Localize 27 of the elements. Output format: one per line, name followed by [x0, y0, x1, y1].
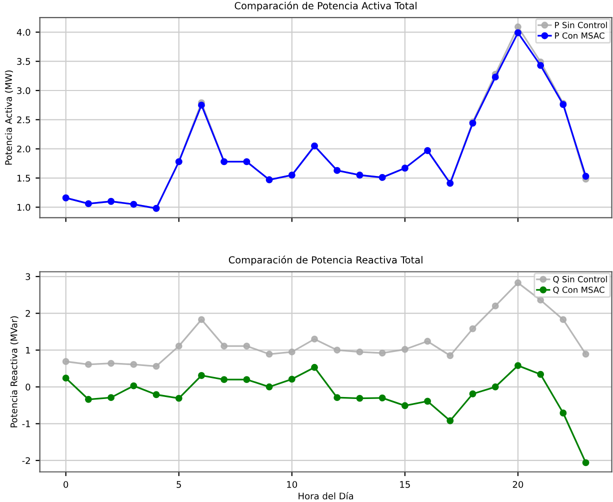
y-tick-label: 1.5	[17, 174, 30, 182]
y-tick-label: 1	[26, 346, 30, 354]
legend-label: Q Sin Control	[553, 276, 607, 284]
y-tick-label: 4.0	[16, 28, 30, 36]
y-tick-label: 3	[26, 273, 30, 280]
y-axis-title: Potencia Activa (MW)	[4, 70, 13, 165]
x-tick-label: 0	[64, 481, 68, 488]
x-axis-title: Hora del Día	[298, 492, 354, 500]
chart-title: Comparación de Potencia Reactiva Total	[228, 256, 422, 266]
legend-label: P Con MSAC	[555, 32, 604, 39]
y-tick-label: -2	[22, 457, 30, 464]
y-tick-label: 2.5	[17, 116, 30, 124]
chart-title: Comparación de Potencia Activa Total	[234, 1, 416, 12]
y-tick-label: 3.5	[17, 58, 30, 65]
y-tick-label: -1	[22, 420, 30, 428]
y-tick-label: 0	[26, 384, 30, 390]
legend-label: Q Con MSAC	[553, 286, 604, 294]
legend-label: P Sin Control	[555, 22, 607, 28]
y-tick-label: 2	[26, 310, 30, 317]
y-axis-title: Potencia Reactiva (MVar)	[10, 316, 18, 428]
x-tick-label: 5	[176, 481, 181, 488]
x-tick-label: 15	[400, 481, 410, 488]
y-tick-label: 2.0	[17, 146, 30, 152]
x-tick-label: 20	[512, 481, 524, 488]
y-tick-label: 3.0	[17, 87, 30, 94]
x-tick-label: 10	[287, 481, 298, 488]
y-tick-label: 1.0	[17, 204, 30, 211]
